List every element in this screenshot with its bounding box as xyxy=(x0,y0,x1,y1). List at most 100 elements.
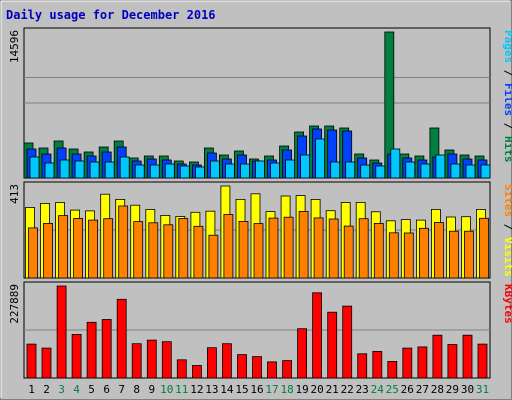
bar-kbytes-day-16 xyxy=(252,356,262,379)
bar-sites-day-15 xyxy=(238,220,249,279)
bar-sites-day-23 xyxy=(358,218,369,279)
x-tick-label-day-29: 29 xyxy=(446,383,459,396)
x-tick-label-day-10: 10 xyxy=(160,383,173,396)
x-tick-label-day-13: 13 xyxy=(205,383,218,396)
series-legend: Pages / Files / Hits xyxy=(502,30,512,163)
bar-pages-day-24 xyxy=(375,165,386,179)
bar-pages-day-7 xyxy=(119,156,130,179)
bar-kbytes-day-8 xyxy=(131,343,142,379)
bar-sites-day-19 xyxy=(298,210,309,279)
bar-pages-day-20 xyxy=(315,138,326,179)
legend-part: Files xyxy=(502,83,512,116)
bar-kbytes-day-7 xyxy=(116,298,127,379)
bar-sites-day-20 xyxy=(313,217,324,279)
x-axis-day-labels: 1 2 3 4 5 6 7 8 9 10 11 12 13 14 15 16 17 18 19 20 21 22 23 24 2… xyxy=(28,383,489,396)
bar-sites-day-13 xyxy=(208,234,219,279)
x-tick-label-day-5: 5 xyxy=(88,383,95,396)
bar-kbytes-day-6 xyxy=(101,319,112,379)
bar-kbytes-day-29 xyxy=(447,344,458,379)
bar-kbytes-day-28 xyxy=(432,334,443,379)
bar-kbytes-day-24 xyxy=(372,350,383,379)
x-tick-label-day-16: 16 xyxy=(250,383,263,396)
x-tick-label-day-1: 1 xyxy=(28,383,35,396)
bar-sites-day-27 xyxy=(418,227,429,279)
x-tick-label-day-2: 2 xyxy=(43,383,50,396)
bar-pages-day-17 xyxy=(270,162,280,179)
legend-part: Hits xyxy=(502,136,512,163)
bar-sites-day-2 xyxy=(43,222,53,279)
bar-kbytes-day-18 xyxy=(282,360,293,379)
x-tick-label-day-9: 9 xyxy=(148,383,155,396)
bar-pages-day-12 xyxy=(194,166,205,179)
chart-panels: 14596 Pages / Files / Hits 413 Sites / Visi… xyxy=(8,27,512,379)
bar-pages-day-11 xyxy=(179,165,190,179)
bar-kbytes-day-9 xyxy=(146,339,157,379)
bar-pages-day-22 xyxy=(345,161,356,179)
legend-part: / xyxy=(502,217,512,237)
bar-kbytes-day-26 xyxy=(402,347,413,379)
bar-sites-day-24 xyxy=(373,222,384,279)
x-tick-label-day-17: 17 xyxy=(265,383,278,396)
bar-sites-day-21 xyxy=(328,218,339,279)
bar-pages-day-31 xyxy=(480,164,491,179)
x-tick-label-day-31: 31 xyxy=(476,383,489,396)
legend-part: / xyxy=(502,116,512,136)
x-tick-label-day-3: 3 xyxy=(58,383,65,396)
bar-sites-day-29 xyxy=(448,230,459,279)
y-max-label: 227889 xyxy=(8,284,21,324)
x-tick-label-day-24: 24 xyxy=(371,383,385,396)
bar-kbytes-day-3 xyxy=(56,285,67,379)
bar-kbytes-day-22 xyxy=(342,305,353,379)
bar-kbytes-day-1 xyxy=(26,343,37,379)
series-legend: Sites / Visits xyxy=(502,184,512,277)
x-tick-label-day-26: 26 xyxy=(401,383,414,396)
x-tick-label-day-6: 6 xyxy=(103,383,110,396)
bar-pages-day-5 xyxy=(89,161,100,179)
bar-kbytes-day-17 xyxy=(267,361,277,379)
bar-kbytes-day-11 xyxy=(176,359,187,379)
bar-kbytes-day-5 xyxy=(86,321,97,379)
bar-pages-day-16 xyxy=(255,160,265,179)
bar-pages-day-29 xyxy=(450,163,461,179)
bar-kbytes-day-21 xyxy=(327,311,338,379)
bar-pages-day-8 xyxy=(134,164,145,179)
bar-pages-day-28 xyxy=(435,154,446,179)
bar-sites-day-28 xyxy=(433,222,444,279)
bar-sites-day-22 xyxy=(343,225,354,279)
bar-pages-day-25 xyxy=(390,148,401,179)
x-tick-label-day-21: 21 xyxy=(326,383,339,396)
bar-sites-day-31 xyxy=(479,217,489,279)
x-tick-label-day-27: 27 xyxy=(416,383,429,396)
bar-sites-day-6 xyxy=(103,218,114,279)
bar-sites-day-4 xyxy=(73,218,83,279)
bar-pages-day-10 xyxy=(164,163,175,179)
bar-pages-day-3 xyxy=(59,159,70,179)
x-tick-label-day-22: 22 xyxy=(341,383,354,396)
bar-kbytes-day-14 xyxy=(221,343,232,379)
bar-sites-day-10 xyxy=(163,224,174,279)
bar-kbytes-day-20 xyxy=(312,292,323,379)
bar-sites-day-9 xyxy=(148,222,159,279)
x-tick-label-day-19: 19 xyxy=(295,383,308,396)
bar-pages-day-14 xyxy=(224,163,235,179)
panel-visits-sites: 413 Sites / Visits xyxy=(8,181,512,279)
bar-sites-day-8 xyxy=(133,221,144,279)
bar-pages-day-19 xyxy=(300,154,311,179)
bar-sites-day-7 xyxy=(118,205,129,279)
x-tick-label-day-25: 25 xyxy=(386,383,399,396)
panel-kbytes: 227889 KBytes xyxy=(8,281,512,379)
x-tick-label-day-30: 30 xyxy=(461,383,474,396)
panel-hits-files-pages: 14596 Pages / Files / Hits xyxy=(8,27,512,179)
bar-sites-day-11 xyxy=(178,218,189,279)
bar-sites-day-16 xyxy=(253,223,264,279)
y-max-label: 413 xyxy=(8,184,21,204)
x-tick-label-day-7: 7 xyxy=(118,383,125,396)
bar-pages-day-6 xyxy=(104,161,115,179)
bar-pages-day-2 xyxy=(44,162,55,179)
bar-kbytes-day-23 xyxy=(357,353,368,379)
bar-kbytes-day-2 xyxy=(41,347,52,379)
bar-kbytes-day-25 xyxy=(387,360,398,379)
bar-sites-day-1 xyxy=(28,227,38,279)
legend-part: Sites xyxy=(502,184,512,217)
